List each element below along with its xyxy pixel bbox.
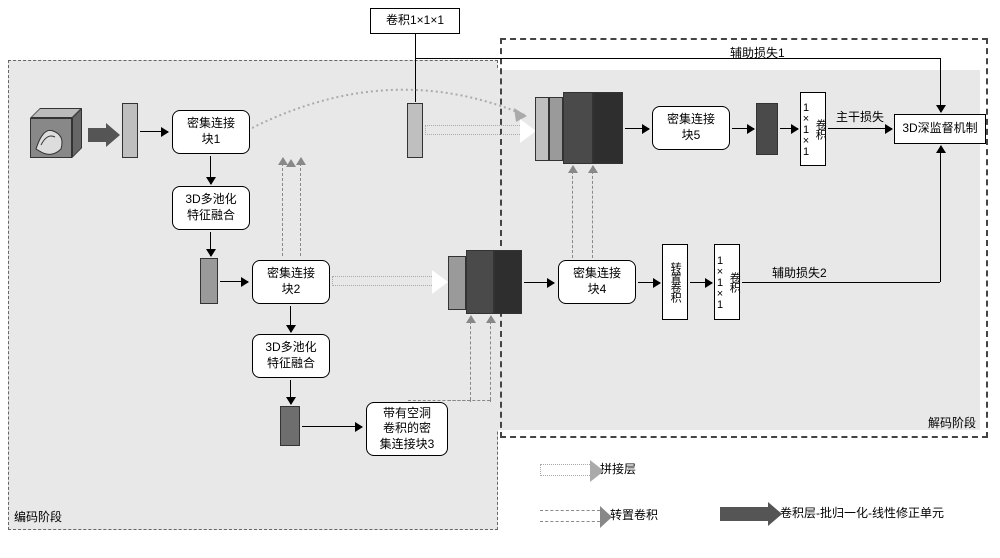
feat-concat-bot-2 bbox=[466, 250, 494, 314]
legend-concat-text: 拼接层 bbox=[600, 462, 636, 476]
feat-out-top bbox=[756, 103, 778, 155]
dense-block-4-label: 密集连接 块4 bbox=[573, 266, 621, 297]
legend-transconv-text: 转置卷积 bbox=[610, 508, 658, 522]
arr-concat2-dense4 bbox=[524, 282, 554, 283]
legend-convbnrelu: 卷积层-批归一化-线性修正单元 bbox=[720, 504, 944, 521]
conv1x1-box-b-label: 卷积1×1×1 bbox=[713, 245, 742, 319]
conv1x1-box-a-label: 卷积1×1×1 bbox=[799, 93, 828, 165]
hollow-skip-concat bbox=[425, 125, 520, 135]
arr-feat2-dense3 bbox=[302, 426, 362, 427]
arr-out-conv bbox=[780, 128, 798, 129]
dense-block-2: 密集连接 块2 bbox=[252, 260, 330, 304]
dash-dense3-h2 bbox=[448, 400, 490, 401]
legend-hollow-arrow-icon bbox=[540, 464, 590, 476]
feat-concat-bot-1 bbox=[448, 256, 466, 310]
supervision-box: 3D深监督机制 bbox=[894, 114, 986, 144]
arr-feat1-dense2 bbox=[220, 281, 248, 282]
pool-block-1: 3D多池化 特征融合 bbox=[172, 186, 250, 230]
pool-block-2-label: 3D多池化 特征融合 bbox=[265, 340, 316, 371]
feat-concat-top-4 bbox=[593, 92, 623, 164]
dense-block-4: 密集连接 块4 bbox=[558, 260, 636, 304]
feat-concat-top-2 bbox=[549, 97, 563, 161]
input-cube bbox=[30, 108, 85, 158]
conv1x1x1-top-label: 卷积1×1×1 bbox=[386, 13, 444, 29]
aux2-v bbox=[940, 146, 941, 282]
decoder-stage-label: 解码阶段 bbox=[928, 414, 976, 431]
dense-block-1-label: 密集连接 块1 bbox=[187, 116, 235, 147]
supervision-label: 3D深监督机制 bbox=[902, 121, 977, 137]
dense-block-2-label: 密集连接 块2 bbox=[267, 266, 315, 297]
arr-dense5-out bbox=[732, 128, 754, 129]
legend-transconv: 转置卷积 bbox=[540, 506, 658, 523]
diagram-canvas: 卷积1×1×1 辅助损失1 密集连接 块1 3D多池化 特征融合 密 bbox=[0, 0, 1000, 558]
feat-enc-0 bbox=[122, 103, 138, 158]
feat-enc-1 bbox=[200, 258, 218, 304]
arr-pool2-feat2 bbox=[290, 380, 291, 404]
arr-pool1-feat1 bbox=[210, 232, 211, 256]
dash3a-ext bbox=[470, 400, 471, 402]
dense-block-1: 密集连接 块1 bbox=[172, 110, 250, 154]
dash-up-b bbox=[592, 166, 593, 258]
dense-block-3-label: 带有空洞 卷积的密 集连接块3 bbox=[380, 406, 435, 453]
arr-trans-convb bbox=[690, 282, 712, 283]
conv1x1x1-top: 卷积1×1×1 bbox=[370, 8, 460, 34]
arr-conv-sup bbox=[828, 128, 892, 129]
dense-block-3: 带有空洞 卷积的密 集连接块3 bbox=[366, 402, 448, 456]
legend-dash-arrow-icon bbox=[540, 510, 600, 522]
dense-block-5: 密集连接 块5 bbox=[652, 106, 730, 150]
feat-concat-top-3 bbox=[563, 92, 593, 164]
feat-concat-bot-3 bbox=[494, 250, 522, 314]
arr-enc0-dense1 bbox=[140, 131, 168, 132]
pool-block-2: 3D多池化 特征融合 bbox=[252, 334, 330, 378]
arr-concat-dense5 bbox=[625, 128, 649, 129]
aux2-h bbox=[742, 282, 940, 283]
dash-up-a bbox=[572, 166, 573, 258]
encoder-stage-label: 编码阶段 bbox=[14, 508, 62, 525]
conv1x1-box-b: 卷积1×1×1 bbox=[714, 244, 740, 320]
aux-loss-2-label: 辅助损失2 bbox=[772, 264, 827, 281]
aux1-v bbox=[940, 58, 941, 112]
legend-thick-arrow-icon bbox=[720, 507, 770, 521]
transconv-box-label: 转置卷积 bbox=[668, 262, 682, 302]
dense-block-5-label: 密集连接 块5 bbox=[667, 112, 715, 143]
main-loss-label: 主干损失 bbox=[836, 108, 884, 125]
hollow-dense2-concat2 bbox=[332, 276, 432, 286]
arr-dense4-trans bbox=[638, 282, 660, 283]
dash3b-ext bbox=[490, 400, 491, 402]
dash-dense3-up bbox=[470, 316, 471, 400]
legend-concat: 拼接层 bbox=[540, 460, 636, 477]
aux1-h bbox=[415, 58, 940, 59]
feat-enc-2 bbox=[280, 406, 300, 446]
dash-dense3-up2 bbox=[490, 316, 491, 400]
arr-dense1-pool1 bbox=[210, 156, 211, 184]
dash-enc-lvl-a bbox=[282, 158, 283, 256]
conv1x1-box-a: 卷积1×1×1 bbox=[800, 92, 826, 166]
dash-enc-lvl-b bbox=[300, 158, 301, 256]
arr-dense2-pool2 bbox=[290, 306, 291, 332]
input-arrow bbox=[88, 128, 108, 142]
feat-concat-top-1 bbox=[535, 97, 549, 161]
pool-block-1-label: 3D多池化 特征融合 bbox=[185, 192, 236, 223]
legend-convbnrelu-text: 卷积层-批归一化-线性修正单元 bbox=[780, 506, 944, 520]
transconv-box: 转置卷积 bbox=[662, 244, 688, 320]
